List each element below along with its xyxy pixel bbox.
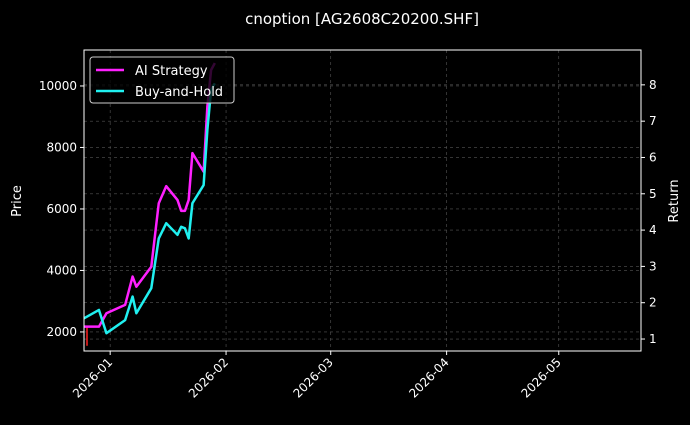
x-tick-label: 2026-04: [406, 355, 451, 400]
y2-tick-label: 1: [649, 332, 657, 346]
y2-tick-label: 4: [649, 223, 657, 237]
y-tick-label: 6000: [46, 202, 77, 216]
y2-tick-label: 7: [649, 114, 657, 128]
grid: [84, 50, 641, 351]
y-axis-label: Price: [10, 185, 25, 217]
y-tick-label: 8000: [46, 140, 77, 154]
y2-tick-label: 2: [649, 296, 657, 310]
y2-axis-label: Return: [667, 179, 682, 222]
y-tick-label: 4000: [46, 263, 77, 277]
legend-label-ai-strategy: AI Strategy: [135, 64, 208, 79]
legend-label-buy-and-hold: Buy-and-Hold: [135, 85, 223, 100]
y2-tick-label: 5: [649, 187, 657, 201]
legend: AI Strategy Buy-and-Hold: [89, 56, 235, 104]
ticks: 2026-01 2026-02 2026-03 2026-04 2026-05 2000 4…: [39, 78, 657, 401]
y-tick-label: 2000: [46, 325, 77, 339]
x-tick-label: 2026-02: [186, 355, 231, 400]
chart-title: cnoption [AG2608C20200.SHF]: [245, 10, 479, 28]
y2-tick-label: 8: [649, 78, 657, 92]
x-tick-label: 2026-03: [290, 355, 335, 400]
series-line-buy-and-hold: [83, 82, 216, 335]
x-tick-label: 2026-01: [70, 355, 115, 400]
x-tick-label: 2026-05: [519, 355, 564, 400]
plot-lines: [83, 62, 216, 346]
y2-tick-label: 3: [649, 259, 657, 273]
plot-frame: [83, 49, 642, 352]
y2-tick-label: 6: [649, 150, 657, 164]
y-tick-label: 10000: [39, 79, 77, 93]
legend-box: [89, 56, 235, 104]
